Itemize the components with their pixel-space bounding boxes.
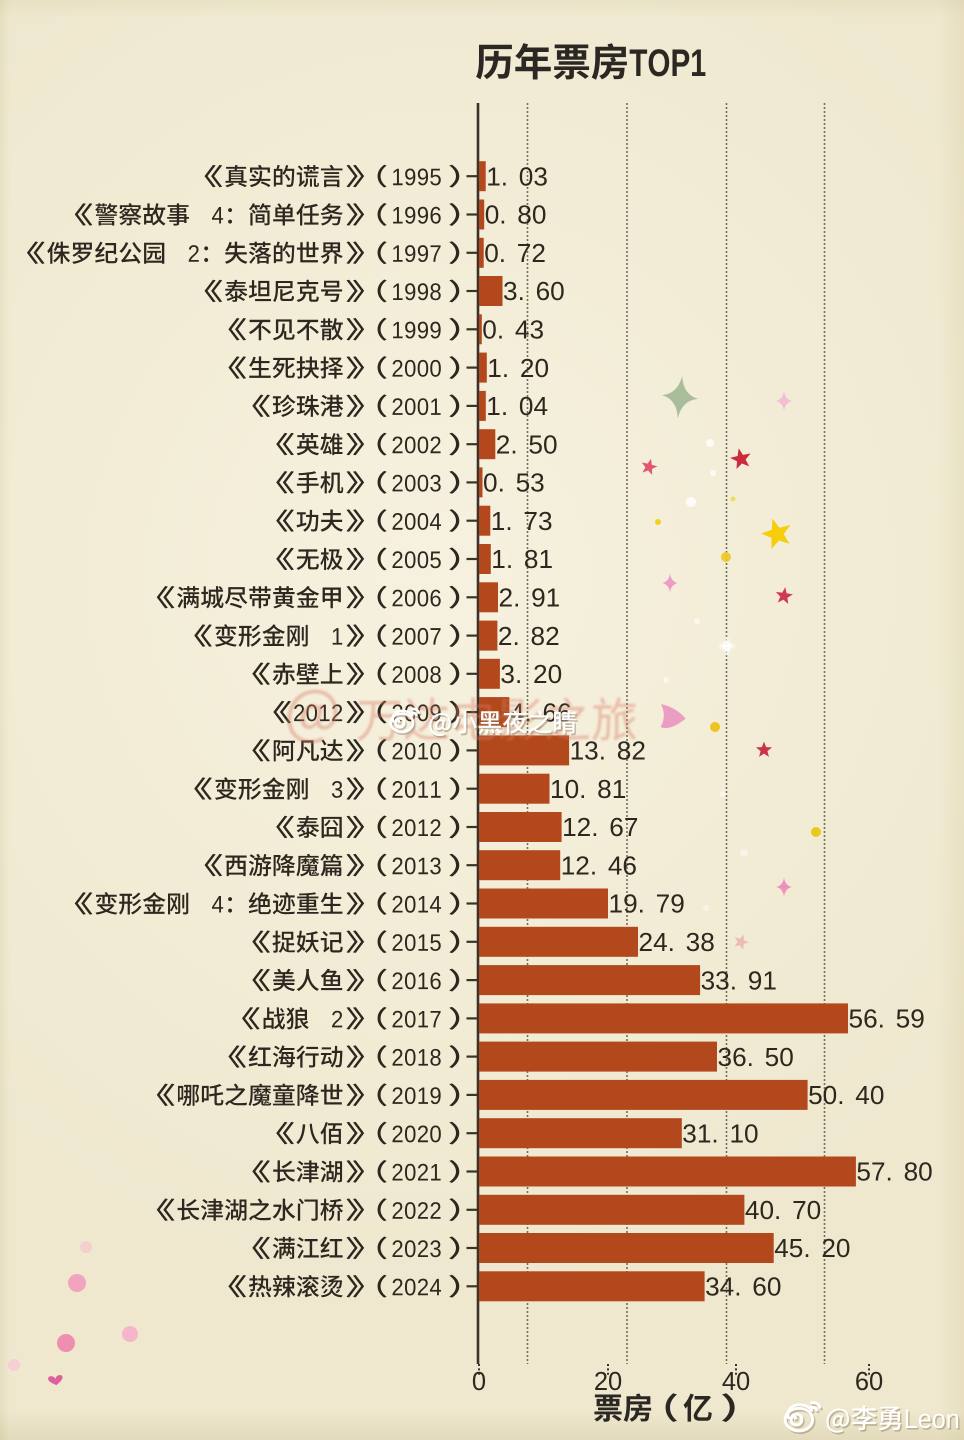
svg-text:40. 70: 40. 70 [745,1195,821,1225]
svg-text:1. 81: 1. 81 [491,544,553,574]
svg-text:0. 43: 0. 43 [482,315,544,345]
svg-text:20: 20 [594,1368,622,1396]
svg-text:10. 81: 10. 81 [550,774,626,804]
svg-text:0. 80: 0. 80 [485,200,547,230]
svg-text:36. 50: 36. 50 [718,1042,794,1072]
svg-text:3. 20: 3. 20 [500,659,562,689]
svg-text:34. 60: 34. 60 [705,1272,781,1302]
svg-text:2. 91: 2. 91 [499,583,561,613]
svg-text:0. 72: 0. 72 [484,238,546,268]
svg-text:12. 67: 12. 67 [562,812,638,842]
svg-text:57. 80: 57. 80 [856,1157,932,1187]
svg-text:2. 82: 2. 82 [498,621,560,651]
svg-text:13. 82: 13. 82 [570,736,646,766]
svg-text:1. 20: 1. 20 [487,353,549,383]
svg-text:12. 46: 12. 46 [561,850,637,880]
svg-text:56. 59: 56. 59 [849,1004,925,1034]
svg-text:40: 40 [722,1368,750,1396]
svg-text:2. 50: 2. 50 [496,429,558,459]
svg-text:0. 53: 0. 53 [483,468,545,498]
svg-text:45. 20: 45. 20 [774,1233,850,1263]
svg-text:33. 91: 33. 91 [701,965,777,995]
svg-text:50. 40: 50. 40 [808,1080,884,1110]
svg-text:24. 38: 24. 38 [639,927,715,957]
svg-text:1. 73: 1. 73 [491,506,553,536]
svg-text:0: 0 [472,1368,486,1396]
svg-text:31. 10: 31. 10 [682,1118,758,1148]
svg-text:3. 60: 3. 60 [503,276,565,306]
svg-text:1. 03: 1. 03 [486,161,548,191]
svg-text:19. 79: 19. 79 [609,889,685,919]
svg-text:60: 60 [855,1368,883,1396]
svg-text:1. 04: 1. 04 [486,391,548,421]
